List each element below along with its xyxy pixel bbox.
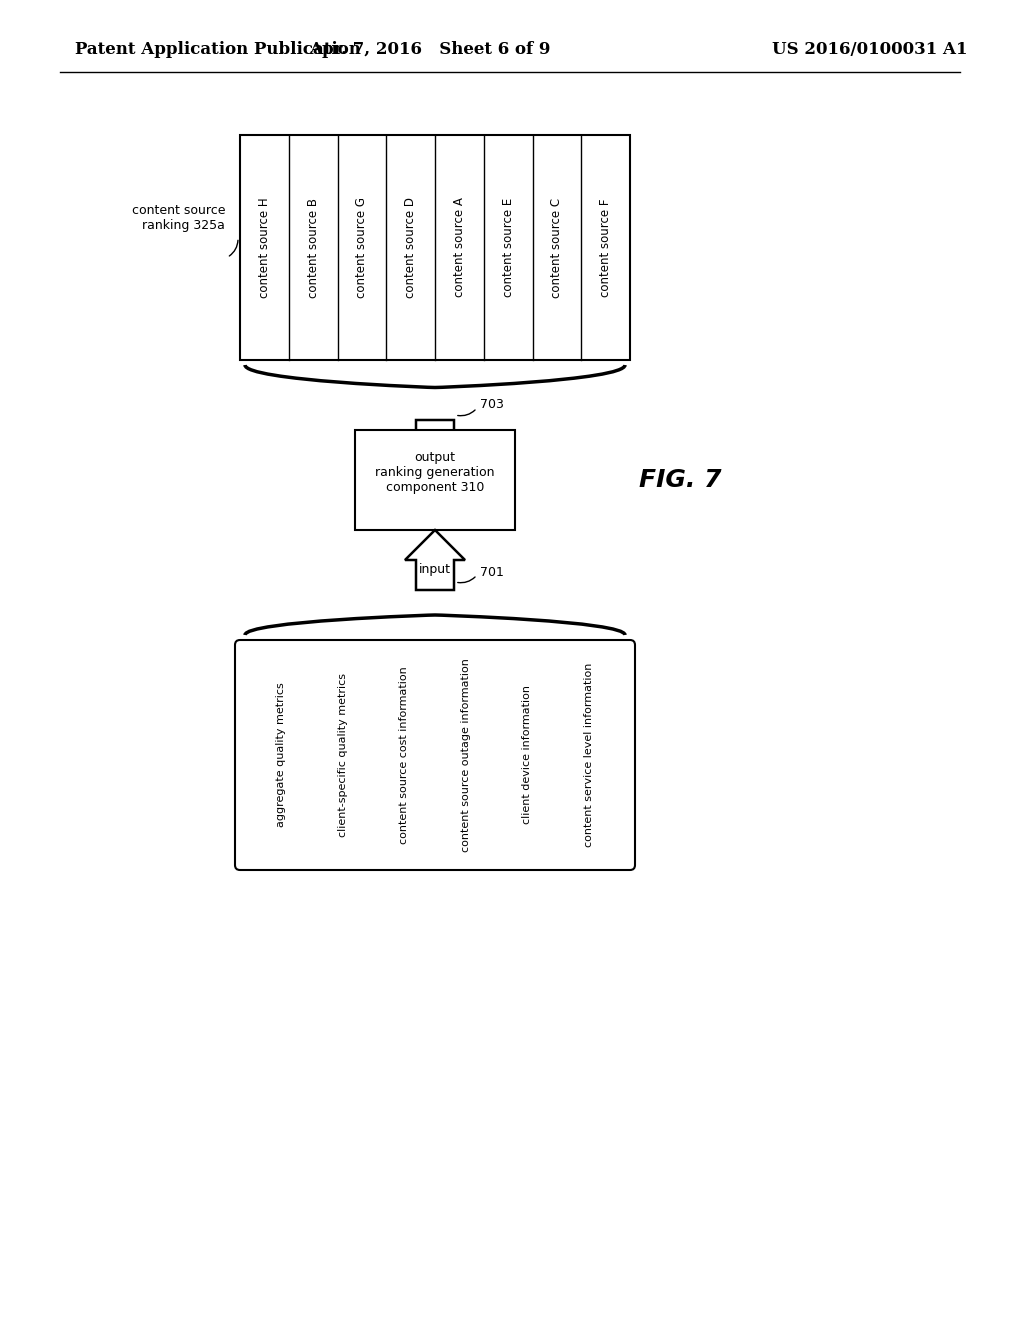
Text: content source H: content source H [258, 197, 271, 298]
FancyBboxPatch shape [240, 135, 630, 360]
Text: content source C: content source C [550, 198, 563, 297]
Text: 703: 703 [480, 399, 504, 412]
Text: content service level information: content service level information [584, 663, 594, 847]
Text: aggregate quality metrics: aggregate quality metrics [275, 682, 286, 828]
Text: input: input [419, 564, 451, 577]
FancyBboxPatch shape [355, 430, 515, 531]
Text: content source
ranking 325a: content source ranking 325a [131, 203, 225, 231]
Text: content source A: content source A [453, 198, 466, 297]
PathPatch shape [406, 420, 465, 506]
Text: client-specific quality metrics: client-specific quality metrics [338, 673, 347, 837]
Text: client device information: client device information [522, 685, 532, 825]
Text: Patent Application Publication: Patent Application Publication [75, 41, 360, 58]
Text: ranking generation
component 310: ranking generation component 310 [375, 466, 495, 494]
Text: FIG. 7: FIG. 7 [639, 469, 721, 492]
Text: content source outage information: content source outage information [461, 659, 471, 851]
Text: output: output [415, 451, 456, 465]
Text: 701: 701 [480, 565, 504, 578]
PathPatch shape [406, 531, 465, 590]
Text: content source B: content source B [306, 198, 319, 297]
Text: US 2016/0100031 A1: US 2016/0100031 A1 [772, 41, 968, 58]
Text: Apr. 7, 2016   Sheet 6 of 9: Apr. 7, 2016 Sheet 6 of 9 [309, 41, 551, 58]
Text: content source D: content source D [404, 197, 417, 298]
FancyBboxPatch shape [234, 640, 635, 870]
Text: content source cost information: content source cost information [399, 667, 410, 843]
Text: content source F: content source F [599, 198, 612, 297]
Text: content source G: content source G [355, 197, 369, 298]
Text: content source E: content source E [502, 198, 515, 297]
